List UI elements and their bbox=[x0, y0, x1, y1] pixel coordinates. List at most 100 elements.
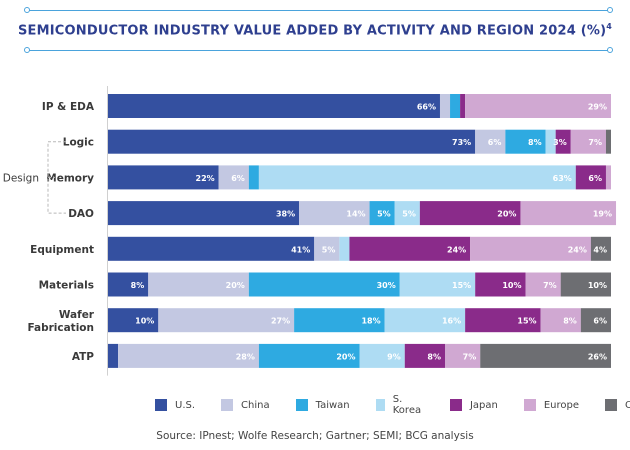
data-label: 10% bbox=[588, 281, 607, 290]
category-label: Logic bbox=[63, 137, 94, 149]
bar-segment-s-korea bbox=[258, 165, 576, 190]
data-label: 18% bbox=[361, 317, 380, 326]
chart-legend: U.S. China Taiwan S. Korea Japan Europe Others bbox=[155, 394, 630, 416]
category-label-line: IP & EDA bbox=[42, 101, 95, 113]
bar-segment-china bbox=[218, 165, 249, 190]
data-label: 24% bbox=[568, 245, 587, 254]
data-label: 28% bbox=[236, 352, 255, 361]
category-label: Memory bbox=[46, 172, 94, 184]
legend-label: Taiwan bbox=[315, 399, 350, 411]
legend-swatch bbox=[155, 399, 167, 411]
data-label: 16% bbox=[442, 317, 461, 326]
data-label: 4% bbox=[593, 245, 607, 254]
category-label-line: Memory bbox=[46, 172, 94, 184]
bar-segment-s-korea bbox=[399, 272, 476, 297]
legend-item: S. Korea bbox=[375, 394, 424, 416]
source-note: Source: IPnest; Wolfe Research; Gartner;… bbox=[156, 430, 474, 442]
legend-label: Japan bbox=[469, 399, 498, 411]
data-label: 8% bbox=[427, 352, 441, 361]
legend-label: Others bbox=[625, 399, 630, 411]
data-label: 15% bbox=[517, 317, 536, 326]
bar-segment-japan bbox=[465, 308, 541, 333]
category-label-line: ATP bbox=[72, 351, 94, 363]
bar-segment-u-s- bbox=[108, 94, 440, 118]
bar-segment-s-korea bbox=[394, 201, 420, 226]
bar-segment-europe bbox=[520, 201, 617, 226]
legend-swatch bbox=[295, 399, 308, 411]
data-label: 14% bbox=[346, 210, 365, 219]
title-rule-bottom bbox=[24, 47, 613, 53]
data-label: 8% bbox=[131, 281, 145, 290]
data-label: 3% bbox=[553, 138, 567, 147]
bar-segment-europe bbox=[470, 236, 591, 261]
data-label: 19% bbox=[593, 210, 612, 219]
data-label: 6% bbox=[231, 174, 245, 183]
data-label: 27% bbox=[271, 317, 290, 326]
bar-segment-s-korea bbox=[384, 308, 466, 333]
data-label: 5% bbox=[322, 245, 336, 254]
bar-segment-taiwan bbox=[505, 129, 546, 154]
legend-swatch bbox=[605, 399, 618, 411]
legend-swatch bbox=[449, 399, 462, 411]
bar-segment-others bbox=[580, 308, 611, 333]
bar-segment-europe bbox=[465, 94, 611, 118]
bar-segment-china bbox=[314, 236, 340, 261]
data-label: 10% bbox=[135, 317, 154, 326]
bar-segment-japan bbox=[349, 236, 471, 261]
data-label: 7% bbox=[588, 138, 602, 147]
data-label: 20% bbox=[226, 281, 245, 290]
bar-segment-china bbox=[475, 129, 506, 154]
category-label-line: Equipment bbox=[30, 244, 94, 256]
bar-segment-u-s- bbox=[108, 201, 300, 226]
legend-item: Japan bbox=[449, 394, 498, 416]
data-label: 7% bbox=[543, 281, 557, 290]
legend-swatch bbox=[375, 399, 385, 411]
data-label: 7% bbox=[463, 352, 477, 361]
title-footnote: 4 bbox=[606, 22, 613, 31]
data-label: 5% bbox=[402, 210, 416, 219]
legend-label: Europe bbox=[543, 399, 580, 411]
title-rule-top bbox=[24, 7, 613, 13]
bar-segment-japan bbox=[404, 343, 446, 368]
category-label: ATP bbox=[72, 351, 94, 363]
data-label: 20% bbox=[336, 352, 355, 361]
bar-segment-taiwan bbox=[248, 272, 400, 297]
legend-item: Taiwan bbox=[295, 394, 350, 416]
bar-segment-europe bbox=[445, 343, 481, 368]
data-label: 8% bbox=[563, 317, 577, 326]
data-label: 8% bbox=[528, 138, 542, 147]
data-label: 41% bbox=[291, 245, 310, 254]
bar-segment-europe bbox=[540, 308, 581, 333]
bar-segment-s-korea bbox=[545, 129, 556, 154]
bar-segment-europe bbox=[525, 272, 561, 297]
bar-segment-europe bbox=[605, 165, 611, 190]
bar-segment-taiwan bbox=[450, 94, 461, 118]
group-label-design: Design bbox=[3, 172, 39, 184]
bar-segment-u-s- bbox=[108, 343, 119, 368]
category-label: Materials bbox=[39, 280, 94, 292]
legend-item: Europe bbox=[523, 394, 580, 416]
legend-item: China bbox=[221, 394, 270, 416]
bar-segment-s-korea bbox=[339, 236, 350, 261]
bar-segment-taiwan bbox=[258, 343, 360, 368]
bar-segment-china bbox=[118, 343, 259, 368]
legend-swatch bbox=[221, 399, 234, 411]
category-label: Equipment bbox=[30, 244, 94, 256]
category-label: Wafer Fabrication bbox=[27, 309, 94, 334]
category-label-line: DAO bbox=[68, 208, 94, 220]
category-label: DAO bbox=[68, 208, 94, 220]
data-label: 29% bbox=[588, 103, 607, 112]
category-label-line: Logic bbox=[63, 137, 94, 149]
legend-label: S. Korea bbox=[392, 394, 422, 416]
data-label: 38% bbox=[276, 210, 295, 219]
bar-segment-taiwan bbox=[248, 165, 259, 190]
bar-segment-others bbox=[560, 272, 611, 297]
bar-segment-japan bbox=[475, 272, 526, 297]
bar-segment-u-s- bbox=[108, 308, 159, 333]
bar-segment-u-s- bbox=[108, 272, 149, 297]
category-label-line: Fabrication bbox=[27, 322, 94, 334]
bar-segment-u-s- bbox=[108, 236, 315, 261]
bar-segment-china bbox=[439, 94, 451, 118]
data-label: 26% bbox=[588, 352, 607, 361]
bar-segment-europe bbox=[570, 129, 606, 154]
